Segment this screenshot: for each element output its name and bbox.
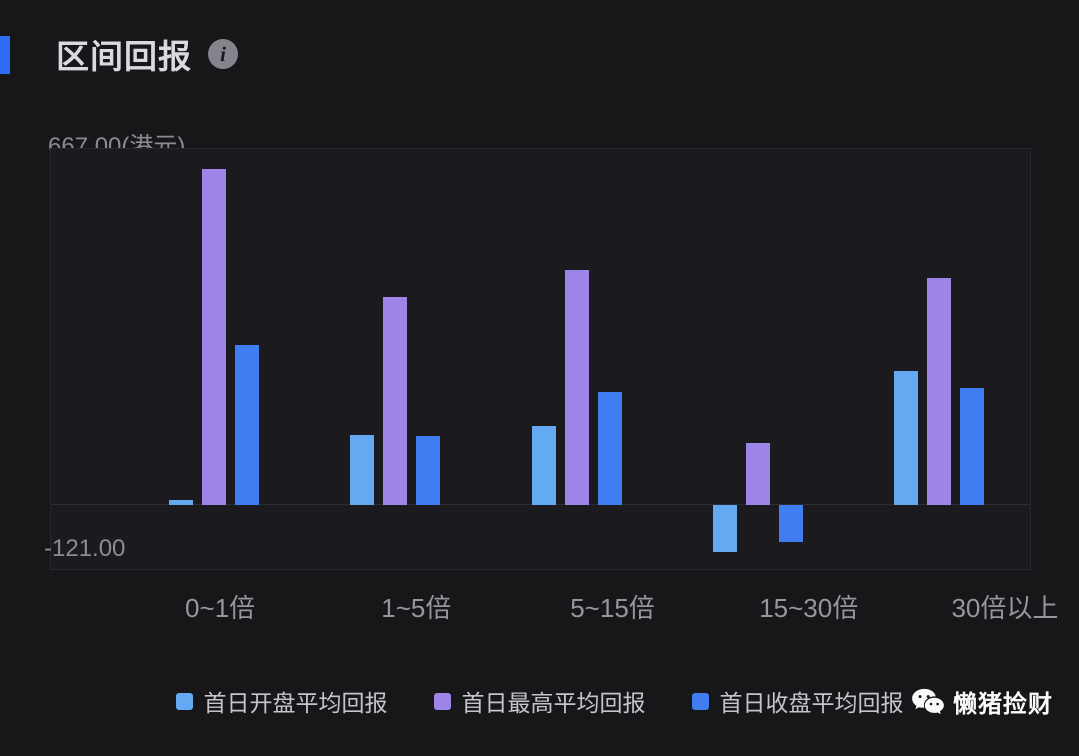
bar-首日最高平均回报-5~15倍[interactable] [564, 270, 589, 505]
x-axis-label: 30倍以上 [951, 593, 1059, 623]
bar-slot [168, 149, 193, 569]
bar-slot [960, 149, 985, 569]
bar-slot [564, 149, 589, 569]
bar-groups [51, 149, 1030, 569]
x-axis-label: 1~5倍 [381, 593, 452, 623]
watermark: 懒猪捡财 [911, 684, 1053, 719]
x-axis-labels: 0~1倍 1~5倍 5~15倍 15~30倍 30倍以上 [50, 588, 1079, 625]
bar-首日收盘平均回报-5~15倍[interactable] [597, 391, 622, 505]
bar-首日最高平均回报-15~30倍[interactable] [745, 443, 770, 505]
bar-首日最高平均回报-0~1倍[interactable] [201, 168, 226, 505]
wechat-icon [911, 688, 945, 716]
bar-group [123, 149, 304, 569]
bar-slot [778, 149, 803, 569]
legend-item[interactable]: 首日最高平均回报 [433, 684, 646, 718]
bar-slot [894, 149, 919, 569]
legend-swatch [433, 692, 451, 710]
bar-首日收盘平均回报-0~1倍[interactable] [234, 344, 259, 505]
bar-首日收盘平均回报-15~30倍[interactable] [778, 504, 803, 542]
bar-group [667, 149, 848, 569]
info-icon[interactable]: i [208, 39, 238, 69]
bar-slot [597, 149, 622, 569]
title-accent-bar [0, 36, 10, 74]
bar-首日开盘平均回报-5~15倍[interactable] [531, 425, 556, 505]
legend-label: 首日收盘平均回报 [719, 690, 904, 716]
x-axis-label: 0~1倍 [185, 593, 256, 623]
bar-slot [234, 149, 259, 569]
bar-首日开盘平均回报-15~30倍[interactable] [712, 504, 737, 553]
legend: 首日开盘平均回报 首日最高平均回报 首日收盘平均回报 [0, 684, 1079, 718]
watermark-label: 懒猪捡财 [953, 691, 1053, 718]
header: 区间回报 i [56, 30, 238, 78]
bar-首日开盘平均回报-1~5倍[interactable] [350, 435, 375, 505]
bar-group [486, 149, 667, 569]
bar-slot [383, 149, 408, 569]
bar-slot [745, 149, 770, 569]
bar-首日最高平均回报-30倍以上[interactable] [927, 278, 952, 505]
legend-item[interactable]: 首日开盘平均回报 [175, 684, 388, 718]
bar-slot [927, 149, 952, 569]
legend-label: 首日开盘平均回报 [203, 690, 388, 716]
legend-swatch [691, 692, 709, 710]
x-axis-label: 15~30倍 [759, 593, 859, 623]
bar-首日最高平均回报-1~5倍[interactable] [383, 296, 408, 505]
page-title: 区间回报 [56, 38, 192, 75]
legend-item[interactable]: 首日收盘平均回报 [691, 684, 904, 718]
bar-首日收盘平均回报-30倍以上[interactable] [960, 388, 985, 505]
chart-plot-area [50, 148, 1031, 570]
y-axis-min-label: -121.00 [44, 535, 126, 562]
bar-slot [712, 149, 737, 569]
bar-slot [531, 149, 556, 569]
bar-group [849, 149, 1030, 569]
bar-首日收盘平均回报-1~5倍[interactable] [416, 436, 441, 505]
bar-slot [201, 149, 226, 569]
bar-首日开盘平均回报-0~1倍[interactable] [168, 500, 193, 505]
legend-swatch [175, 692, 193, 710]
legend-label: 首日最高平均回报 [461, 690, 646, 716]
bar-group [304, 149, 485, 569]
bar-首日开盘平均回报-30倍以上[interactable] [894, 371, 919, 505]
bar-slot [350, 149, 375, 569]
x-axis-label: 5~15倍 [570, 593, 655, 623]
bar-slot [416, 149, 441, 569]
